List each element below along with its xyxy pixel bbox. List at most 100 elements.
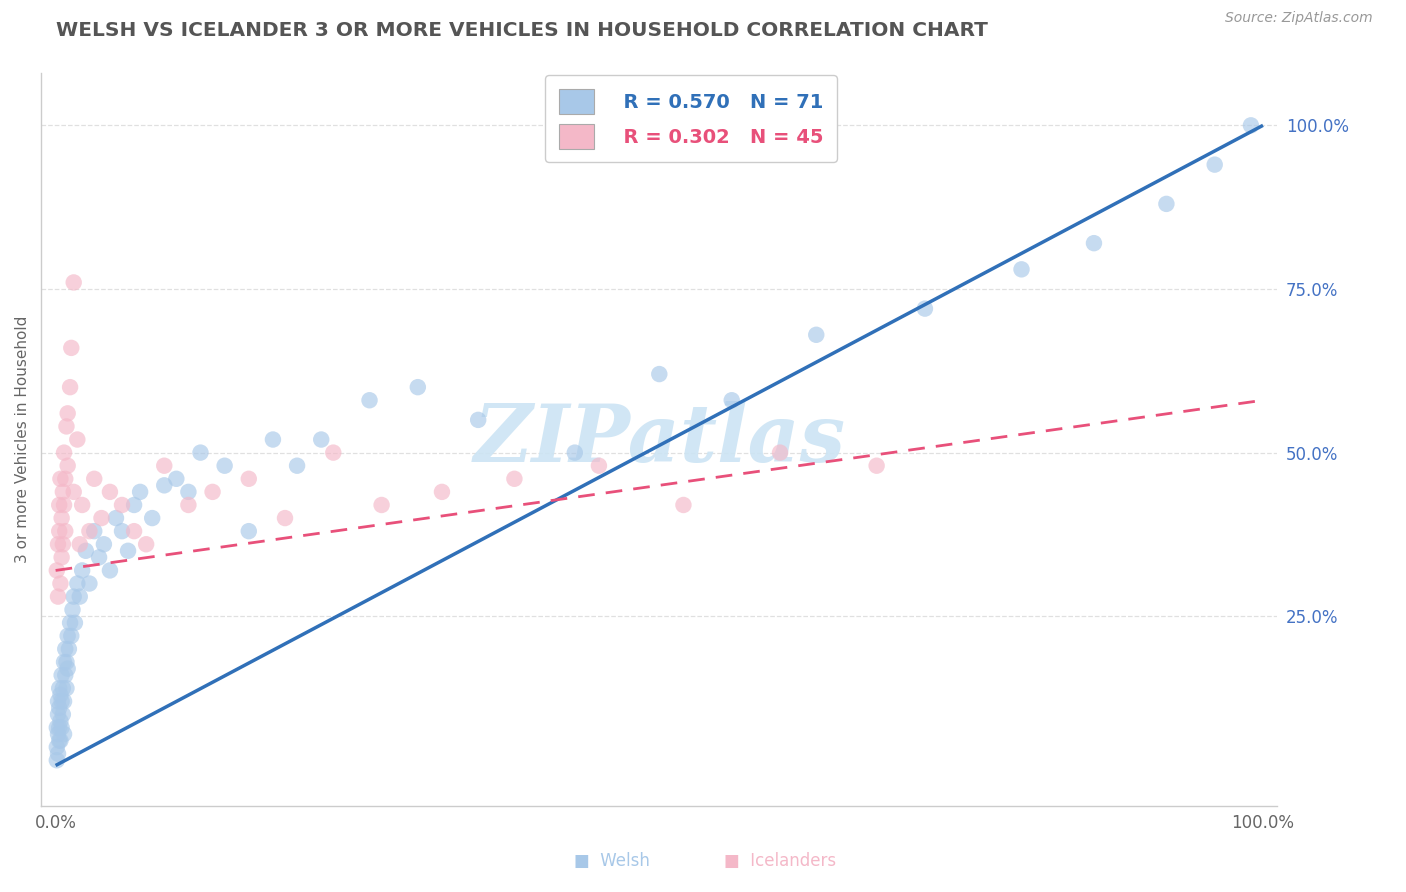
Text: ZIPatlas: ZIPatlas: [474, 401, 845, 478]
Point: [48, 681, 70, 696]
Point: [52, 707, 75, 722]
Point: [46, 707, 69, 722]
Point: [53, 445, 76, 459]
Point: [322, 445, 344, 459]
Point: [370, 498, 392, 512]
Point: [53, 655, 76, 669]
Point: [49, 733, 72, 747]
Point: [104, 511, 127, 525]
Point: [214, 458, 236, 473]
Point: [238, 524, 260, 538]
Point: [69, 590, 91, 604]
Point: [914, 301, 936, 316]
Point: [165, 472, 187, 486]
Point: [53, 498, 76, 512]
Point: [53, 472, 76, 486]
Point: [87, 550, 110, 565]
Point: [122, 524, 145, 538]
Point: [79, 524, 101, 538]
Point: [93, 537, 115, 551]
Point: [51, 550, 73, 565]
Point: [111, 524, 134, 538]
Point: [45, 753, 67, 767]
Point: [52, 484, 75, 499]
Point: [48, 524, 70, 538]
Point: [69, 537, 91, 551]
Point: [53, 668, 76, 682]
Point: [75, 543, 97, 558]
Point: [865, 458, 887, 473]
Point: [56, 406, 79, 420]
Point: [238, 472, 260, 486]
Point: [56, 629, 79, 643]
Point: [1156, 197, 1178, 211]
Point: [720, 393, 742, 408]
Point: [406, 380, 429, 394]
Point: [63, 615, 86, 630]
Point: [60, 341, 83, 355]
Point: [1011, 262, 1033, 277]
Point: [53, 694, 76, 708]
Point: [45, 740, 67, 755]
Point: [98, 563, 121, 577]
Text: ■  Welsh: ■ Welsh: [574, 852, 650, 870]
Point: [51, 668, 73, 682]
Point: [48, 498, 70, 512]
Point: [53, 524, 76, 538]
Point: [190, 445, 212, 459]
Point: [806, 327, 828, 342]
Point: [83, 472, 105, 486]
Point: [1240, 119, 1263, 133]
Point: [51, 511, 73, 525]
Point: [56, 662, 79, 676]
Point: [153, 458, 176, 473]
Point: [672, 498, 695, 512]
Point: [201, 484, 224, 499]
Point: [45, 563, 67, 577]
Point: [769, 445, 792, 459]
Point: [79, 576, 101, 591]
Point: [48, 721, 70, 735]
Point: [153, 478, 176, 492]
Point: [51, 694, 73, 708]
Point: [309, 433, 332, 447]
Point: [55, 655, 77, 669]
Point: [53, 642, 76, 657]
Point: [66, 433, 89, 447]
Point: [49, 472, 72, 486]
Point: [49, 688, 72, 702]
Y-axis label: 3 or more Vehicles in Household: 3 or more Vehicles in Household: [15, 316, 30, 563]
Point: [83, 524, 105, 538]
Point: [129, 484, 152, 499]
Point: [49, 576, 72, 591]
Text: Source: ZipAtlas.com: Source: ZipAtlas.com: [1225, 11, 1372, 25]
Point: [52, 681, 75, 696]
Point: [503, 472, 526, 486]
Point: [1204, 158, 1226, 172]
Point: [359, 393, 381, 408]
Point: [59, 380, 82, 394]
Point: [56, 458, 79, 473]
Point: [62, 603, 84, 617]
Point: [98, 484, 121, 499]
Point: [46, 727, 69, 741]
Point: [430, 484, 453, 499]
Point: [141, 511, 163, 525]
Point: [177, 484, 200, 499]
Point: [177, 498, 200, 512]
Point: [274, 511, 297, 525]
Point: [46, 537, 69, 551]
Text: ■  Icelanders: ■ Icelanders: [724, 852, 837, 870]
Point: [135, 537, 157, 551]
Point: [46, 747, 69, 761]
Point: [49, 714, 72, 728]
Point: [59, 615, 82, 630]
Point: [111, 498, 134, 512]
Point: [90, 511, 112, 525]
Point: [60, 629, 83, 643]
Point: [122, 498, 145, 512]
Point: [588, 458, 610, 473]
Point: [52, 537, 75, 551]
Point: [46, 694, 69, 708]
Point: [62, 484, 84, 499]
